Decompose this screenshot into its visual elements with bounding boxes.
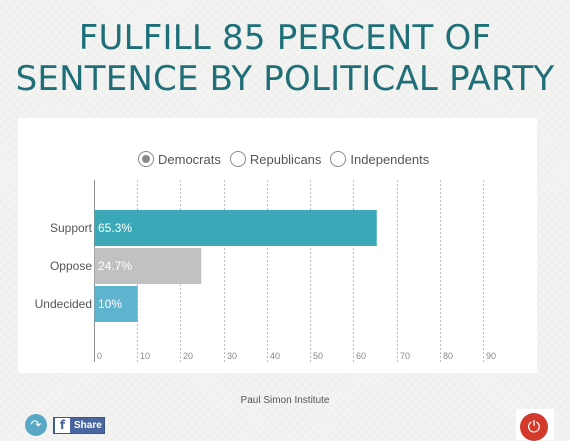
tick-label-60: 60	[356, 351, 367, 361]
chart-title-line-2: SENTENCE BY POLITICAL PARTY	[15, 59, 555, 99]
category-label-oppose: Oppose	[49, 259, 92, 273]
tick-label-40: 40	[270, 351, 281, 361]
legend-option-independents[interactable]: Independents	[330, 151, 429, 167]
source-credit: Paul Simon Institute	[240, 395, 330, 406]
category-label-support: Support	[49, 221, 92, 235]
facebook-icon: f	[55, 418, 70, 433]
tick-label-90: 90	[486, 351, 497, 361]
chart-title-line-1: FULFILL 85 PERCENT OF	[78, 18, 492, 58]
tick-label-20: 20	[183, 351, 194, 361]
radio-democrats[interactable]	[138, 151, 154, 167]
facebook-share-button[interactable]: f Share	[53, 417, 105, 434]
legend-label-democrats: Democrats	[158, 151, 221, 167]
facebook-share-label: Share	[74, 420, 102, 431]
legend-option-republicans[interactable]: Republicans	[229, 151, 322, 167]
tick-label-50: 50	[313, 351, 324, 361]
share-arrow-icon[interactable]: ↷	[25, 414, 47, 436]
tick-label-10: 10	[140, 351, 151, 361]
tick-label-80: 80	[443, 351, 454, 361]
chart-title: FULFILL 85 PERCENT OF SENTENCE BY POLITI…	[0, 18, 570, 100]
legend-label-republicans: Republicans	[249, 151, 322, 167]
tick-label-0: 0	[97, 351, 103, 361]
power-icon[interactable]: ⏻	[520, 413, 548, 441]
tick-label-30: 30	[227, 351, 238, 361]
radio-independents[interactable]	[330, 151, 347, 167]
legend-option-democrats[interactable]: Democrats	[138, 151, 221, 167]
radio-republicans[interactable]	[229, 151, 246, 167]
category-label-undecided: Undecided	[34, 297, 92, 311]
party-legend: Democrats Republicans Independents	[138, 149, 438, 169]
legend-label-independents: Independents	[350, 151, 430, 167]
tick-label-70: 70	[400, 351, 411, 361]
